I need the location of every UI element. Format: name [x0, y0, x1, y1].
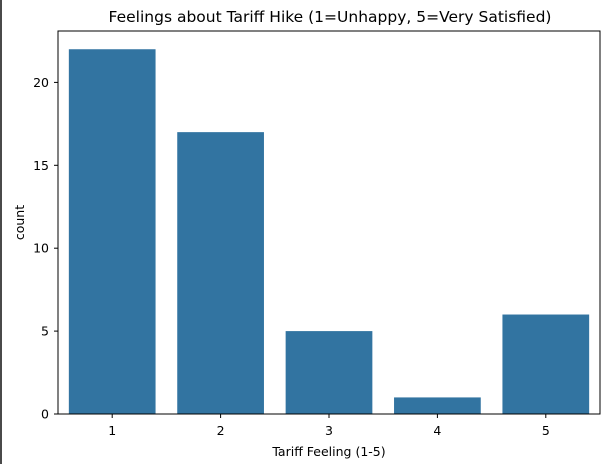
y-axis-label: count [12, 205, 27, 240]
x-axis-ticks: 1 2 3 4 5 [108, 414, 550, 438]
bar-3 [285, 331, 373, 414]
y-tick-label: 5 [41, 324, 49, 339]
x-tick-label: 2 [217, 423, 225, 438]
y-tick-label: 10 [33, 241, 49, 256]
bar-4 [394, 397, 481, 414]
x-tick-label: 3 [325, 423, 333, 438]
plot-area-frame [57, 30, 601, 415]
y-tick-label: 0 [41, 407, 49, 422]
bar-5 [502, 314, 590, 414]
bar-2 [177, 132, 264, 414]
bars-group [68, 49, 590, 415]
x-tick-label: 5 [542, 423, 550, 438]
x-tick-label: 4 [433, 423, 441, 438]
bar-1 [68, 49, 156, 415]
x-tick-label: 1 [108, 423, 116, 438]
x-axis-label: Tariff Feeling (1-5) [271, 444, 385, 459]
y-tick-label: 20 [33, 75, 49, 90]
y-tick-label: 15 [33, 158, 49, 173]
y-axis-ticks: 0 5 10 15 20 [33, 75, 58, 422]
chart-title: Feelings about Tariff Hike (1=Unhappy, 5… [109, 8, 552, 26]
window-edge [0, 0, 2, 464]
